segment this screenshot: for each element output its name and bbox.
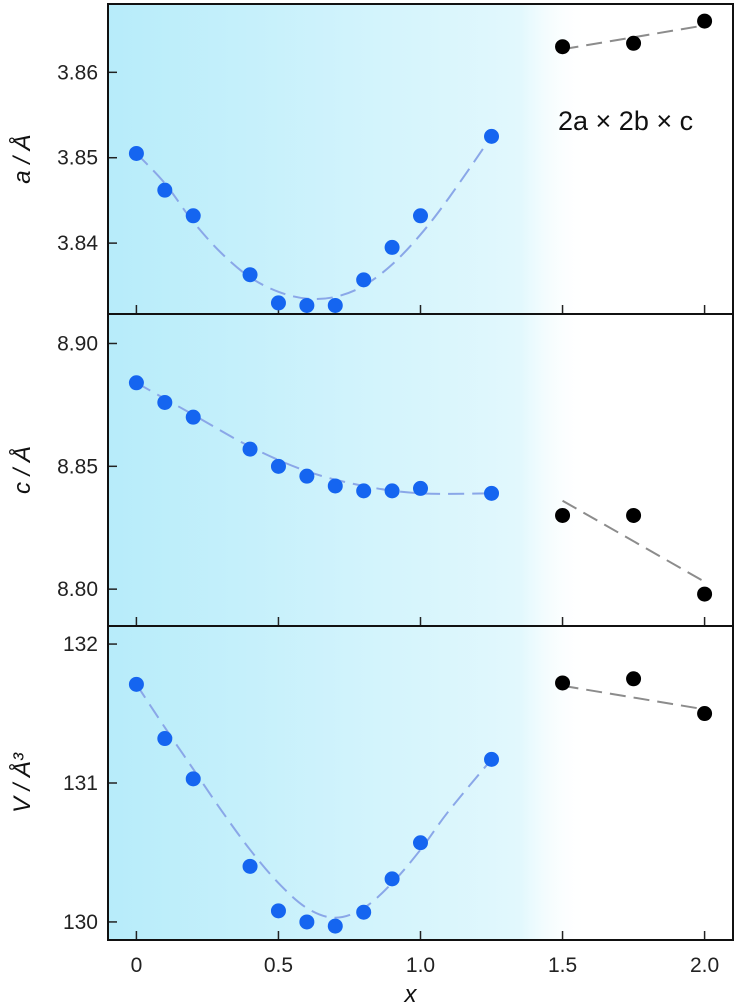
phase1-data-point bbox=[327, 297, 343, 313]
x-tick-label: 0.5 bbox=[264, 954, 293, 977]
phase1-data-point bbox=[242, 441, 258, 457]
x-tick-label: 0 bbox=[131, 954, 143, 977]
phase1-data-point bbox=[356, 483, 372, 499]
phase1-data-point bbox=[356, 272, 372, 288]
phase1-data-point bbox=[299, 914, 315, 930]
annotation-text: 2a × 2b × c bbox=[558, 106, 693, 136]
phase2-data-point bbox=[555, 675, 571, 691]
y-tick-label: 132 bbox=[63, 633, 98, 656]
y-tick-label: 8.90 bbox=[57, 332, 98, 355]
panel-frame bbox=[107, 625, 734, 941]
phase2-data-point bbox=[626, 507, 642, 523]
phase1-data-point bbox=[327, 918, 343, 934]
x-tick-label: 1.0 bbox=[406, 954, 435, 977]
phase2-data-point bbox=[626, 671, 642, 687]
y-tick-label: 131 bbox=[63, 772, 98, 795]
phase1-data-point bbox=[128, 375, 144, 391]
phase1-data-point bbox=[413, 208, 428, 224]
phase1-data-point bbox=[242, 267, 258, 283]
phase1-data-point bbox=[185, 409, 201, 425]
phase1-data-point bbox=[270, 903, 286, 919]
phase2-data-point bbox=[697, 586, 713, 602]
phase1-data-point bbox=[299, 468, 315, 484]
y-tick-label: 130 bbox=[63, 911, 98, 934]
shaded-region bbox=[108, 4, 589, 940]
phase2-data-point bbox=[697, 706, 713, 722]
phase1-data-point bbox=[157, 394, 173, 410]
phase1-data-point bbox=[356, 904, 372, 920]
phase1-data-point bbox=[413, 835, 428, 851]
phase1-data-point bbox=[484, 751, 500, 767]
phase1-data-point bbox=[384, 239, 400, 255]
phase1-data-point bbox=[484, 485, 500, 501]
phase1-data-point bbox=[242, 858, 258, 874]
y-axis-label: a / Å bbox=[8, 134, 36, 183]
phase2-data-point bbox=[555, 507, 571, 523]
x-axis-label: x bbox=[404, 981, 418, 1008]
phase1-data-point bbox=[157, 731, 173, 747]
y-tick-label: 3.86 bbox=[57, 61, 98, 84]
phase1-data-point bbox=[384, 871, 400, 887]
phase2-data-point bbox=[626, 35, 642, 51]
panel-2: 8.80 8.85 8.90 c / Å bbox=[8, 313, 734, 627]
phase1-data-point bbox=[270, 458, 286, 474]
phase2-data-point bbox=[555, 39, 571, 55]
y-tick-label: 3.84 bbox=[57, 232, 98, 255]
y-tick-label: 3.85 bbox=[57, 147, 98, 170]
plot-area: 3.84 3.85 3.86 a / Å 2a × 2b × c 8.80 8.85 8.90… bbox=[8, 3, 734, 1008]
phase1-data-point bbox=[128, 145, 144, 161]
phase1-data-point bbox=[128, 676, 144, 692]
phase1-data-point bbox=[413, 480, 428, 496]
phase1-data-point bbox=[185, 208, 201, 224]
phase1-data-point bbox=[185, 771, 201, 787]
y-tick-label: 8.85 bbox=[57, 455, 98, 478]
phase2-fit-line bbox=[562, 499, 706, 583]
phase1-fit-line bbox=[135, 683, 493, 919]
phase1-data-point bbox=[299, 297, 315, 313]
phase2-data-point bbox=[697, 13, 713, 29]
x-tick-label: 1.5 bbox=[548, 954, 577, 977]
y-tick-label: 8.80 bbox=[57, 578, 98, 601]
phase1-data-point bbox=[157, 182, 173, 198]
y-axis-label: V / Å³ bbox=[8, 752, 36, 813]
phase1-data-point bbox=[384, 483, 400, 499]
phase1-data-point bbox=[484, 128, 500, 144]
x-tick-label: 2.0 bbox=[690, 954, 719, 977]
y-axis-label: c / Å bbox=[8, 446, 36, 494]
phase1-data-point bbox=[270, 295, 286, 311]
phase1-data-point bbox=[327, 478, 343, 494]
panel-3: 130 131 132 V / Å³ bbox=[8, 625, 734, 941]
panel-1: 3.84 3.85 3.86 a / Å 2a × 2b × c bbox=[8, 3, 734, 315]
